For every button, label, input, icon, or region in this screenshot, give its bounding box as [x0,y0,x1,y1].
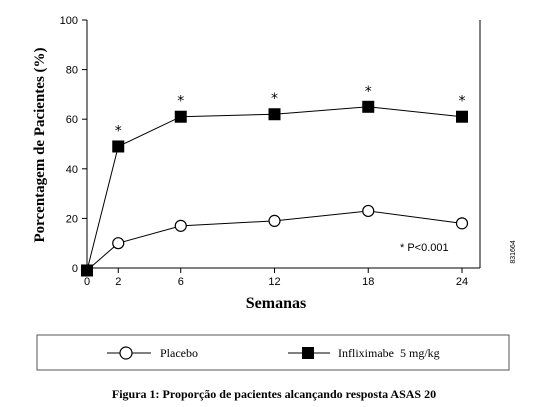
x-tick-label: 6 [178,276,184,288]
legend-label-infliximabe: Infliximabe 5 mg/kg [338,346,440,360]
y-tick-label: 20 [66,213,78,225]
y-tick-label: 100 [60,15,78,27]
series-line-1 [86,106,463,271]
legend-label-placebo: Placebo [160,346,198,360]
x-tick-label: 2 [115,276,121,288]
series-layer [80,100,469,277]
data-point-infliximabe [268,108,281,121]
legend-marker-placebo [119,346,133,360]
figure-caption: Figura 1: Proporção de pacientes alcança… [111,387,437,401]
series-line-0 [86,210,463,271]
x-tick-label: 18 [362,276,374,288]
y-tick-label: 0 [72,263,78,275]
data-point-placebo [174,219,187,232]
x-tick-label: 0 [84,276,90,288]
significance-star: * [271,91,278,107]
significance-star: * [459,94,466,110]
x-ticks: 0 2 6 12 18 24 [84,268,468,288]
y-tick-label: 40 [66,164,78,176]
data-point-placebo [112,237,125,250]
x-tick-label: 24 [456,276,468,288]
significance-stars: * * * * * [115,84,466,140]
data-point-infliximabe [81,264,93,277]
data-point-infliximabe [362,100,375,113]
significance-star: * [365,84,372,100]
legend-marker-infliximabe [302,347,314,359]
p-value-annotation: * P<0.001 [400,242,449,254]
data-point-placebo [362,204,375,218]
significance-star: * [115,123,122,139]
y-tick-label: 80 [66,65,78,77]
data-point-infliximabe [112,140,125,153]
x-tick-label: 12 [268,276,280,288]
x-axis-title: Semanas [246,295,306,312]
figure-code: 831664 [510,240,517,263]
data-point-infliximabe [174,110,187,123]
data-point-placebo [268,214,281,227]
y-axis-title: Porcentagem de Pacientes (%) [32,47,48,242]
significance-star: * [177,94,184,110]
data-point-placebo [455,217,469,230]
legend-item-infliximabe: Infliximabe 5 mg/kg [288,346,440,360]
data-point-infliximabe [456,110,468,123]
legend-item-placebo: Placebo [107,346,198,360]
chart: 0 20 40 60 80 100 0 2 6 12 18 24 * * * * * Porcentagem… [32,15,517,371]
y-tick-label: 60 [66,114,78,126]
y-ticks: 0 20 40 60 80 100 [60,15,87,275]
